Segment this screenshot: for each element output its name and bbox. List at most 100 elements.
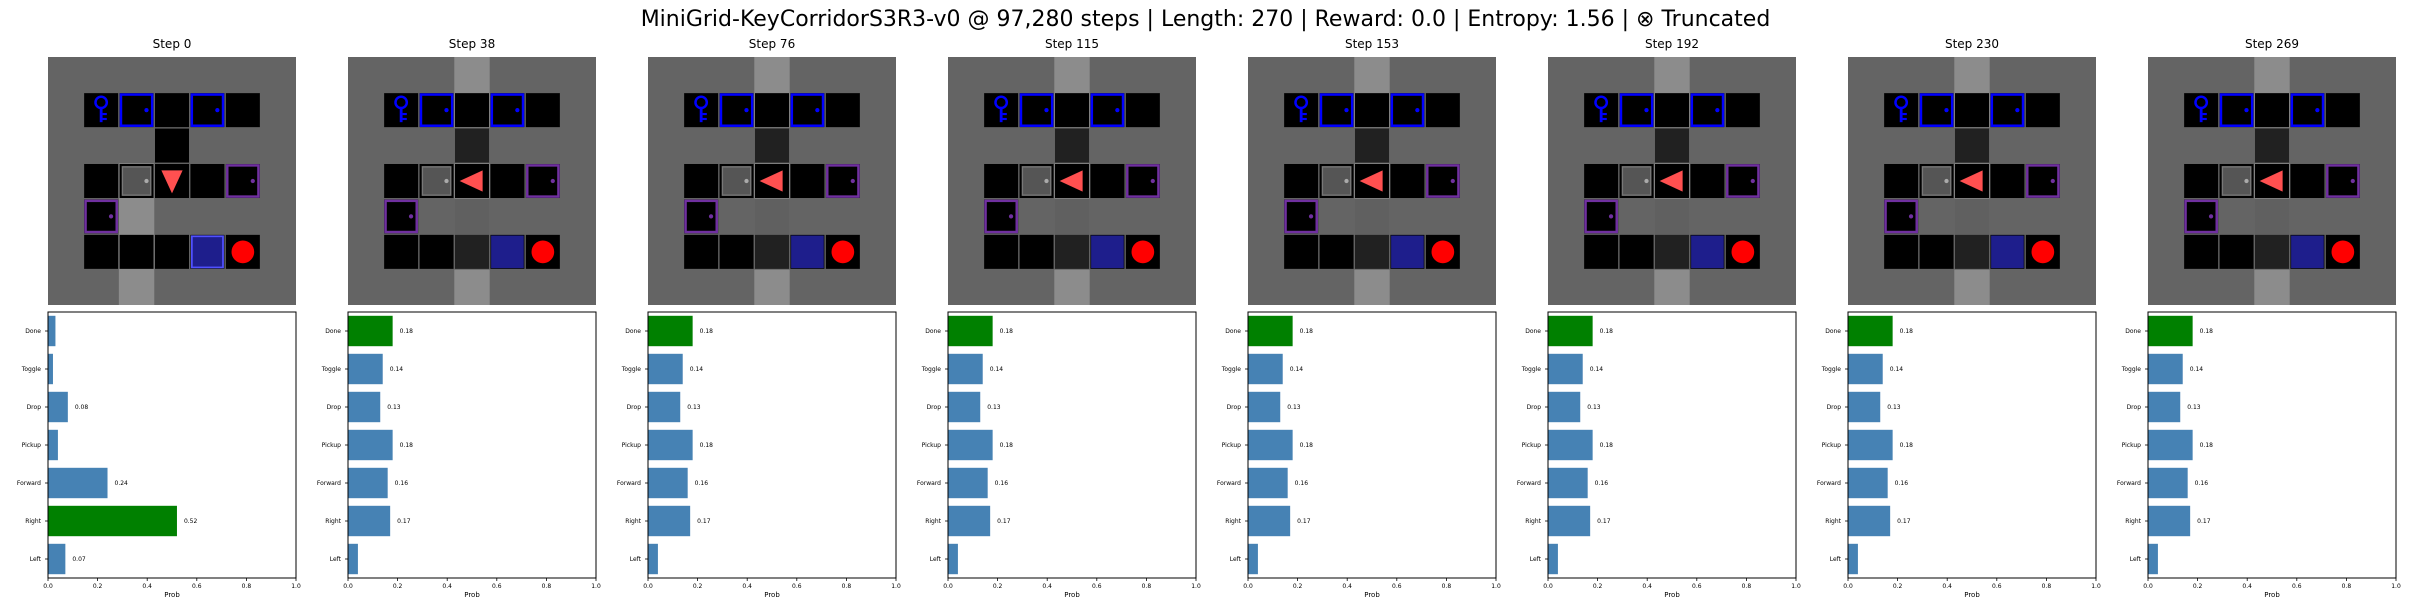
step-title: Step 0	[152, 37, 192, 51]
x-tick-label: 0.6	[1392, 583, 1402, 590]
y-tick-label: Drop	[1227, 404, 1242, 411]
floor-cell-shade	[1054, 198, 1090, 235]
bar-toggle	[948, 353, 983, 385]
door-handle	[1344, 108, 1349, 113]
key-icon	[2194, 95, 2209, 123]
y-tick-label: Drop	[27, 404, 42, 411]
bar-forward	[48, 467, 108, 499]
x-tick-label: 0.0	[2143, 583, 2153, 590]
value-label: 0.14	[990, 366, 1004, 373]
floor-cell	[1284, 163, 1319, 199]
bar-forward	[948, 467, 988, 499]
bar-right	[1548, 505, 1591, 537]
y-tick-label: Left	[1530, 556, 1542, 563]
bar-pickup	[348, 429, 393, 461]
value-label: 0.13	[387, 404, 401, 411]
floor-cell	[384, 163, 419, 199]
x-tick-label: 0.6	[1692, 583, 1702, 590]
door-handle	[1008, 214, 1014, 219]
y-tick-label: Forward	[1817, 480, 1841, 487]
bar-done	[1848, 315, 1893, 347]
env-frame	[348, 57, 596, 305]
bar-left	[1848, 543, 1858, 575]
floor-cell	[190, 163, 225, 199]
y-tick-label: Pickup	[622, 442, 642, 449]
door-handle	[744, 108, 749, 113]
door-handle	[1044, 108, 1049, 113]
floor-cell	[1284, 234, 1319, 269]
ball-icon	[2331, 240, 2355, 264]
floor-cell	[2184, 234, 2219, 269]
floor-cell	[454, 93, 490, 128]
y-tick-label: Right	[1225, 518, 1241, 525]
value-label: 0.18	[2200, 442, 2214, 449]
blue-door	[1919, 93, 1954, 127]
value-label: 0.18	[1600, 442, 1614, 449]
door-handle	[1644, 108, 1649, 113]
x-tick-label: 1.0	[891, 583, 901, 590]
blue-door	[419, 93, 454, 127]
bar-pickup	[648, 429, 693, 461]
value-label: 0.18	[700, 328, 714, 335]
plot-frame	[947, 311, 1197, 579]
x-axis-label: Prob	[1664, 591, 1680, 599]
bar-done	[1248, 315, 1293, 347]
value-label: 0.13	[987, 404, 1001, 411]
plot-frame	[1247, 311, 1497, 579]
blue-door	[1019, 93, 1054, 127]
bar-forward	[1548, 467, 1588, 499]
key-icon	[994, 95, 1009, 123]
step-panel: Step 76 Left Right 0.17 Forward 0.16 Pickup 0.…	[617, 36, 901, 599]
x-tick-label: 0.8	[1442, 583, 1452, 590]
y-tick-label: Done	[25, 328, 41, 335]
step-title: Step 115	[1044, 37, 1100, 51]
purple-door	[526, 164, 560, 198]
floor-cell	[119, 234, 154, 269]
bar-toggle	[1548, 353, 1583, 385]
x-tick-label: 0.0	[1243, 583, 1253, 590]
x-tick-label: 1.0	[591, 583, 601, 590]
value-label: 0.14	[390, 366, 404, 373]
floor-cell-shade	[2254, 127, 2290, 164]
floor-cell	[1654, 93, 1690, 128]
x-axis-label: Prob	[1064, 591, 1080, 599]
bar-done	[948, 315, 993, 347]
bar-drop	[648, 391, 681, 423]
y-tick-label: Right	[325, 518, 341, 525]
value-label: 0.16	[1595, 480, 1609, 487]
y-tick-label: Pickup	[1522, 442, 1542, 449]
door-handle	[215, 108, 220, 113]
floor-cell	[684, 163, 719, 199]
step-title: Step 76	[748, 37, 796, 51]
y-tick-label: Forward	[317, 480, 341, 487]
door-handle	[1944, 108, 1949, 113]
x-axis-label: Prob	[1964, 591, 1980, 599]
env-frame	[1548, 57, 1796, 305]
env-frame	[1248, 57, 1496, 305]
bar-forward	[1848, 467, 1888, 499]
door-handle	[444, 178, 449, 184]
blue-door	[490, 93, 525, 127]
door-handle	[515, 108, 520, 113]
x-tick-label: 0.6	[1992, 583, 2002, 590]
door-handle	[1750, 178, 1755, 184]
floor-cell	[154, 128, 190, 163]
value-label: 0.13	[1287, 404, 1301, 411]
blue-door	[1690, 93, 1725, 127]
x-tick-label: 0.6	[492, 583, 502, 590]
action-prob-chart: Left Right 0.17 Forward 0.16 Pickup 0.18 Drop 0.…	[617, 311, 901, 599]
bar-left	[648, 543, 658, 575]
agent-icon	[1059, 170, 1083, 192]
x-tick-label: 0.2	[1893, 583, 1903, 590]
action-prob-chart: Left Right 0.17 Forward 0.16 Pickup 0.18 Drop 0.…	[317, 311, 601, 599]
bar-forward	[648, 467, 688, 499]
door-handle	[108, 214, 114, 219]
plot-frame	[647, 311, 897, 579]
bar-toggle	[1848, 353, 1883, 385]
step-title: Step 192	[1644, 37, 1700, 51]
purple-door	[984, 199, 1018, 234]
y-tick-label: Forward	[617, 480, 641, 487]
purple-door	[684, 199, 718, 234]
x-tick-label: 1.0	[1791, 583, 1801, 590]
x-tick-label: 0.4	[442, 583, 452, 590]
